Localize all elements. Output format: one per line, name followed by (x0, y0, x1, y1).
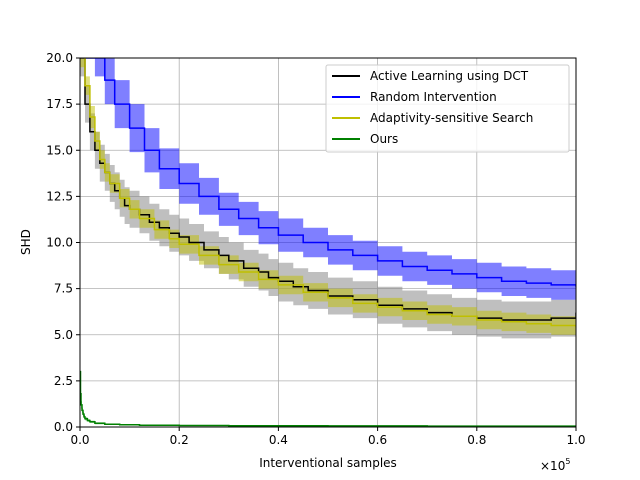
y-tick-label-8: 20.0 (46, 51, 73, 65)
y-tick-label-5: 12.5 (46, 189, 73, 203)
legend-label-2: Adaptivity-sensitive Search (370, 111, 533, 125)
y-tick-label-4: 10.0 (46, 236, 73, 250)
y-tick-label-7: 17.5 (46, 97, 73, 111)
x-tick-label-0: 0.0 (70, 433, 89, 447)
legend: Active Learning using DCT Random Interven… (325, 64, 570, 153)
x-tick-label-4: 0.8 (467, 433, 486, 447)
y-tick-label-0: 0.0 (54, 420, 73, 434)
x-tick-label-1: 0.2 (170, 433, 189, 447)
legend-label-3: Ours (370, 132, 398, 146)
legend-label-1: Random Intervention (370, 90, 497, 104)
x-tick-label-5: 1.0 (566, 433, 585, 447)
legend-item-1: Random Intervention (332, 90, 497, 104)
y-tick-label-3: 7.5 (54, 282, 73, 296)
y-tick-label-2: 5.0 (54, 328, 73, 342)
x-axis-label: Interventional samples (259, 456, 397, 470)
x-axis-ticks: 0.0 0.2 0.4 0.6 0.8 1.0 (70, 427, 586, 447)
legend-label-0: Active Learning using DCT (370, 69, 529, 83)
line-series-2 (80, 58, 576, 328)
legend-box (325, 64, 570, 153)
y-axis-label: SHD (19, 229, 33, 255)
line-series-1 (80, 58, 576, 287)
x-tick-label-2: 0.4 (269, 433, 288, 447)
legend-item-2: Adaptivity-sensitive Search (332, 111, 533, 125)
line-series-3 (80, 370, 576, 427)
band-series-0 (80, 58, 576, 339)
y-tick-label-6: 15.0 (46, 143, 73, 157)
y-tick-label-1: 2.5 (54, 374, 73, 388)
legend-item-3: Ours (332, 132, 398, 146)
x-axis-multiplier: ×105 (540, 457, 570, 473)
y-axis-ticks: 0.0 2.5 5.0 7.5 10.0 12.5 15.0 17.5 20.0 (46, 51, 80, 434)
x-tick-label-3: 0.6 (368, 433, 387, 447)
legend-item-0: Active Learning using DCT (332, 69, 529, 83)
series-lines (80, 58, 576, 427)
